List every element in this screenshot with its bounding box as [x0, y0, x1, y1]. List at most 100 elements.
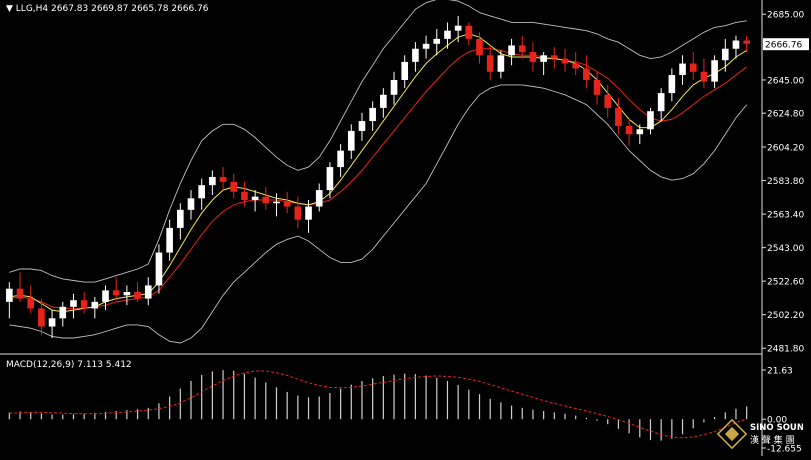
bollinger-upper-line — [9, 0, 747, 283]
price-tick-label: 2645.00 — [767, 76, 804, 86]
candle-body — [412, 48, 419, 62]
macd-signal-value: 5.412 — [105, 360, 132, 370]
bollinger-bands — [9, 0, 748, 344]
candle-body — [358, 121, 366, 131]
macd-histogram — [8, 370, 748, 441]
price-tick-label: 2583.80 — [767, 177, 804, 187]
svg-text:漢 聲 集 團: 漢 聲 集 團 — [750, 434, 795, 446]
candle-body — [390, 79, 398, 95]
current-price-label: 2666.76 — [765, 41, 802, 51]
candle-body — [689, 63, 697, 72]
candle-body — [444, 30, 451, 39]
candle-body — [625, 125, 633, 135]
candle-body — [711, 60, 718, 82]
candle-body — [70, 300, 77, 307]
candle-body — [529, 52, 537, 62]
candle-body — [80, 300, 88, 309]
candle-body — [48, 318, 56, 327]
candle-body — [551, 55, 558, 59]
high-value: 2669.87 — [91, 4, 129, 14]
low-value: 2665.78 — [131, 4, 169, 14]
chart-frame — [0, 0, 763, 456]
bollinger-lower-line — [9, 84, 748, 344]
candle-body — [102, 290, 109, 302]
price-tick-label: 2685.00 — [767, 11, 804, 21]
current-price-tag — [763, 38, 809, 51]
price-tick-label: 2522.60 — [767, 278, 804, 288]
macd-tick-label: 0.00 — [767, 416, 787, 426]
price-tick-label: 2563.40 — [767, 211, 804, 221]
macd-label: MACD(12,26,9) — [6, 360, 75, 370]
price-tick-label: 2604.20 — [767, 144, 804, 154]
candle-body — [561, 58, 569, 64]
candle-body — [604, 94, 612, 108]
candle-body — [123, 292, 131, 296]
candle-body — [209, 176, 216, 186]
macd-axis: 21.63 0.00 -12.655 — [762, 367, 802, 455]
candle-body — [112, 290, 120, 296]
candle-body — [679, 63, 686, 76]
moving-average-fast-line — [9, 33, 747, 313]
macd-signal-polyline — [9, 370, 747, 439]
symbol-label: LLG,H4 — [15, 4, 49, 14]
candle-body — [177, 209, 184, 228]
price-tick-label: 2543.00 — [767, 244, 804, 254]
candle-body — [16, 288, 24, 299]
moving-average-slow-line — [9, 48, 748, 309]
candle-body — [315, 190, 323, 207]
candle-body — [198, 185, 205, 199]
candle-body — [615, 107, 622, 126]
candle-body — [166, 227, 173, 253]
candle-body — [283, 201, 291, 207]
dropdown-triangle-icon[interactable]: ▼ — [6, 4, 13, 14]
candle-body — [497, 55, 505, 72]
candle-body — [294, 206, 302, 220]
svg-text:SINO SOUND: SINO SOUND — [750, 423, 803, 433]
candle-body — [59, 306, 67, 319]
candle-body — [700, 71, 708, 82]
candle-body — [6, 288, 13, 302]
candle-body — [155, 252, 163, 286]
candle-body — [465, 25, 473, 39]
candle-body — [572, 63, 579, 69]
candle-body — [305, 206, 312, 220]
watermark-logo: SINO SOUND 漢 聲 集 團 — [716, 416, 811, 450]
candle-body — [508, 45, 515, 56]
candle-body — [262, 196, 270, 204]
candle-body — [721, 48, 729, 61]
candle-body — [38, 308, 45, 327]
candle-body — [187, 198, 195, 210]
candle-body — [636, 129, 644, 135]
macd-signal-line — [9, 370, 747, 439]
candle-body — [219, 176, 227, 182]
candle-body — [134, 292, 141, 299]
candle-body — [326, 167, 334, 191]
price-tick-label: 2624.80 — [767, 110, 804, 120]
candlesticks — [6, 15, 750, 339]
candle-body — [337, 150, 344, 168]
macd-tick-label: -12.655 — [767, 445, 802, 455]
candle-body — [583, 68, 590, 80]
candle-body — [593, 79, 601, 95]
candle-body — [347, 130, 355, 151]
chart-header: ▼ LLG,H4 2667.83 2669.87 2665.78 2666.76 — [6, 4, 209, 14]
candle-body — [251, 196, 259, 200]
candle-body — [647, 111, 654, 130]
candle-body — [732, 40, 740, 49]
macd-tick-label: 21.63 — [767, 367, 793, 377]
candle-body — [230, 181, 238, 192]
candle-body — [518, 45, 526, 53]
price-axis: 2685.00 2666.76 2645.00 2624.80 2604.20 2583.… — [762, 11, 809, 355]
candle-body — [454, 25, 462, 31]
close-value: 2666.76 — [171, 4, 209, 14]
candle-body — [241, 191, 248, 200]
candle-body — [486, 55, 494, 72]
candle-body — [657, 93, 665, 112]
open-value: 2667.83 — [51, 4, 89, 14]
candle-body — [369, 107, 376, 122]
candle-body — [422, 43, 430, 49]
candle-body — [668, 75, 676, 94]
candle-body — [401, 61, 409, 80]
